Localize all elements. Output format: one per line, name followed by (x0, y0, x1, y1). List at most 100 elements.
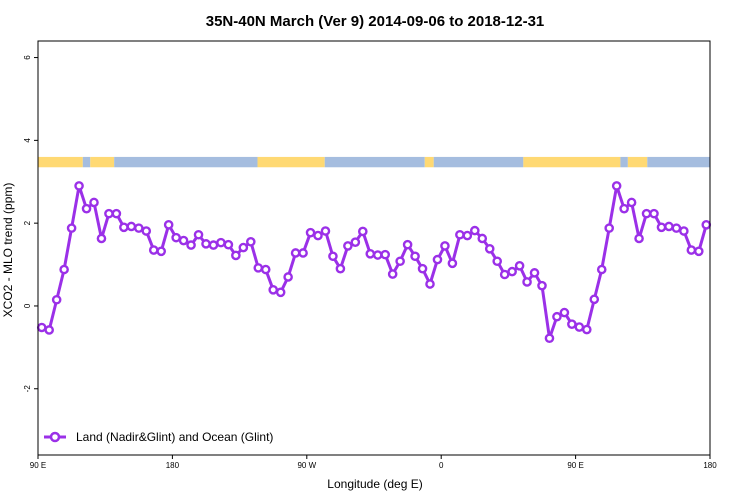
data-point (380, 249, 391, 260)
data-point (484, 244, 495, 254)
data-point (223, 239, 234, 250)
data-point (305, 227, 316, 238)
x-tick-label: 180 (703, 461, 717, 470)
data-point (178, 235, 189, 246)
data-point (440, 241, 450, 251)
legend-label: Land (Nadir&Glint) and Ocean (Glint) (76, 430, 273, 444)
data-point (387, 269, 398, 279)
plot-frame (37, 40, 711, 456)
data-point (701, 220, 712, 230)
data-point (507, 266, 517, 277)
data-point (499, 269, 510, 280)
data-point (186, 240, 196, 250)
data-point (126, 221, 137, 232)
x-tick-label: 180 (166, 461, 180, 470)
data-point (477, 233, 488, 244)
data-point (357, 226, 368, 237)
data-point (59, 264, 69, 275)
data-point (567, 319, 577, 329)
data-point (529, 268, 540, 278)
y-axis-label: XCO2 - MLO trend (ppm) (1, 183, 15, 318)
data-point (253, 263, 264, 273)
y-tick-label: 2 (23, 220, 32, 225)
data-point (447, 258, 458, 269)
chart-title: 35N-40N March (Ver 9) 2014-09-06 to 2018… (206, 13, 545, 30)
data-point (328, 251, 338, 262)
data-point (51, 294, 62, 305)
x-tick-label: 90 E (567, 461, 583, 470)
data-point (686, 245, 697, 255)
data-point (425, 279, 435, 289)
strip-ocean (433, 156, 524, 168)
data-point (559, 307, 570, 318)
strip-land (257, 156, 325, 168)
data-point (604, 223, 615, 233)
data-point (238, 242, 249, 253)
data-point (537, 280, 547, 291)
data-point (455, 229, 465, 240)
strip-land (523, 156, 621, 168)
data-point (133, 223, 144, 233)
y-tick-label: -2 (23, 385, 32, 393)
data-point (44, 325, 55, 335)
x-tick-label: 90 E (30, 461, 46, 470)
data-point (514, 261, 525, 271)
data-point (552, 311, 562, 322)
strip-land (424, 156, 434, 168)
data-point (231, 250, 241, 261)
data-point (148, 245, 159, 255)
data-point (89, 197, 99, 208)
data-point (649, 208, 659, 219)
data-point (582, 324, 592, 335)
data-point (208, 240, 219, 250)
data-point (245, 236, 256, 247)
data-point (574, 322, 585, 332)
strip-ocean (114, 156, 258, 168)
data-point (611, 181, 622, 191)
data-point (36, 322, 47, 333)
data-point (432, 254, 443, 265)
strip-ocean (647, 156, 710, 168)
data-point (260, 264, 271, 275)
data-point (492, 256, 503, 267)
data-point (119, 222, 129, 233)
data-point (417, 263, 428, 274)
data-point (694, 246, 704, 257)
x-tick-label: 0 (439, 461, 444, 470)
data-point (268, 285, 279, 295)
data-point (671, 223, 682, 233)
data-point (193, 229, 204, 240)
data-point (679, 226, 689, 236)
x-axis-label: Longitude (deg E) (327, 477, 422, 491)
data-point (141, 226, 152, 236)
data-point (313, 230, 323, 241)
data-point (462, 230, 473, 241)
surface-strip (38, 156, 710, 168)
data-point (596, 264, 607, 275)
data-point (96, 233, 107, 244)
series-line (41, 184, 708, 340)
y-axis: -2 0 2 4 6 (23, 55, 38, 393)
data-point (201, 239, 211, 249)
series-layer (36, 181, 712, 344)
data-point (74, 181, 84, 191)
data-point (163, 220, 174, 230)
data-point (641, 208, 652, 219)
x-axis: 90 E 180 90 W 0 90 E 180 (30, 455, 717, 470)
legend-marker (49, 431, 61, 443)
strip-ocean (620, 156, 628, 168)
data-point (544, 333, 555, 344)
y-tick-label: 0 (23, 303, 32, 308)
data-point (298, 248, 308, 258)
data-point (634, 233, 644, 244)
data-point (664, 221, 674, 232)
data-point (275, 287, 286, 298)
data-point (372, 250, 383, 260)
strip-land (90, 156, 115, 168)
data-point (320, 226, 331, 236)
data-point (350, 237, 361, 248)
data-point (171, 232, 181, 243)
data-point (395, 256, 405, 267)
data-point (66, 223, 77, 233)
